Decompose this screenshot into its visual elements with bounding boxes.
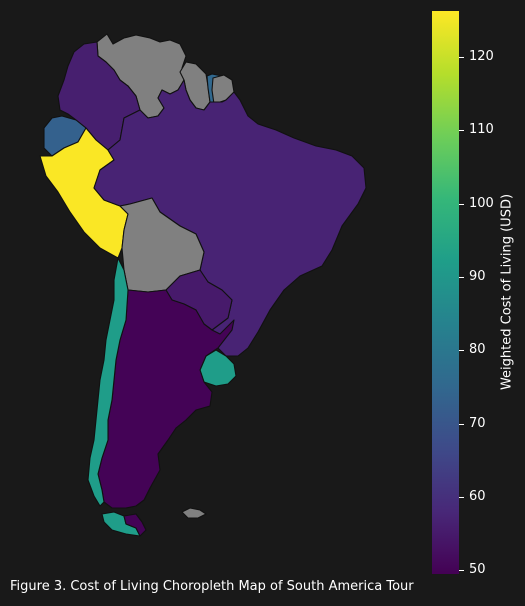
colorbar-tick-100	[459, 203, 464, 205]
country-chile[interactable]	[87, 257, 129, 507]
colorbar-tick-label-70: 70	[469, 415, 486, 431]
colorbar-tick-90	[459, 277, 464, 279]
colorbar-tick-label-100: 100	[469, 195, 494, 211]
colorbar-tick-80	[459, 350, 464, 352]
colorbar-tick-120	[459, 57, 464, 59]
country-argentina-tierra-del-fuego[interactable]	[123, 513, 147, 537]
figure-caption: Figure 3. Cost of Living Choropleth Map …	[10, 579, 414, 594]
colorbar-tick-label-50: 50	[469, 562, 486, 578]
colorbar-label: Weighted Cost of Living (USD)	[499, 193, 515, 391]
colorbar-tick-label-110: 110	[469, 122, 494, 138]
colorbar-tick-60	[459, 497, 464, 499]
colorbar-tick-label-120: 120	[469, 49, 494, 65]
colorbar-tick-label-60: 60	[469, 489, 486, 505]
country-falkland-islands[interactable]	[181, 507, 207, 519]
colorbar-tick-50	[459, 570, 464, 572]
colorbar-tick-110	[459, 130, 464, 132]
colorbar-tick-70	[459, 423, 464, 425]
colorbar-tick-label-90: 90	[469, 269, 486, 285]
colorbar	[432, 11, 459, 574]
colorbar-tick-label-80: 80	[469, 342, 486, 358]
